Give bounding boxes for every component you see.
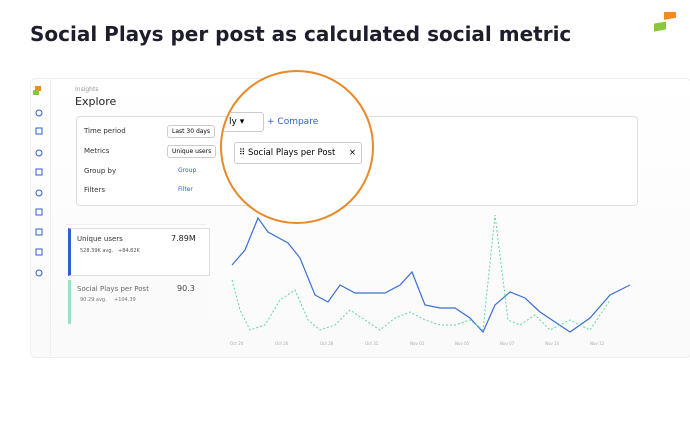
compare-text: Compare <box>277 117 319 127</box>
card-delta: +104.39 <box>114 297 136 303</box>
x-label: Nov 10 <box>545 341 560 346</box>
x-label: Oct 31 <box>365 341 379 346</box>
metric-card[interactable] <box>68 228 210 276</box>
card-avg: 528.39K avg. <box>80 248 114 254</box>
card-value: 7.89M <box>171 234 196 243</box>
x-label: Oct 26 <box>275 341 289 346</box>
metric-card[interactable] <box>68 280 209 324</box>
group-button[interactable]: Group <box>178 167 197 174</box>
x-label: Nov 05 <box>455 341 470 346</box>
dropdown[interactable]: Last 30 days <box>167 125 216 138</box>
chip-text: Social Plays per Post <box>247 148 336 158</box>
card-name: Unique users <box>77 235 123 243</box>
page-title: Explore <box>75 95 117 108</box>
logo <box>654 12 676 32</box>
line-social-plays <box>231 214 611 331</box>
x-label: Oct 24 <box>230 341 244 346</box>
dropdown[interactable]: ly ▾ <box>222 112 264 132</box>
dropdown-text: ly <box>229 117 237 127</box>
label: Filters <box>84 186 105 194</box>
filter-button[interactable]: Filter <box>178 186 193 193</box>
x-label: Nov 02 <box>410 341 425 346</box>
card-delta: +84.82K <box>118 248 140 254</box>
compare-button[interactable]: + Compare <box>267 117 319 127</box>
label: Group by <box>84 167 117 175</box>
metric-chip[interactable]: ⠿ Social Plays per Post × <box>234 142 362 164</box>
sidebar-icons <box>33 86 43 277</box>
chart: Oct 24 Oct 26 Oct 28 Oct 31 Nov 02 Nov 05 Nov … <box>230 214 631 346</box>
card-avg: 90.29 avg. <box>80 297 107 303</box>
x-label: Nov 07 <box>500 341 515 346</box>
line-unique-users <box>231 216 631 334</box>
card-name: Social Plays per Post <box>77 285 149 293</box>
chart-toolbar <box>66 208 206 225</box>
sidebar <box>30 78 51 356</box>
label: Time period <box>84 127 126 135</box>
label: Metrics <box>84 147 110 155</box>
section: Insights <box>75 86 99 93</box>
x-label: Oct 28 <box>320 341 334 346</box>
card-value: 90.3 <box>177 284 195 293</box>
metric-chip[interactable]: Unique users <box>167 145 217 158</box>
magnifier: ly ▾ + Compare ⠿ Social Plays per Post × <box>220 70 374 224</box>
headline: Social Plays per post as calculated soci… <box>30 22 572 46</box>
x-label: Nov 12 <box>590 341 605 346</box>
